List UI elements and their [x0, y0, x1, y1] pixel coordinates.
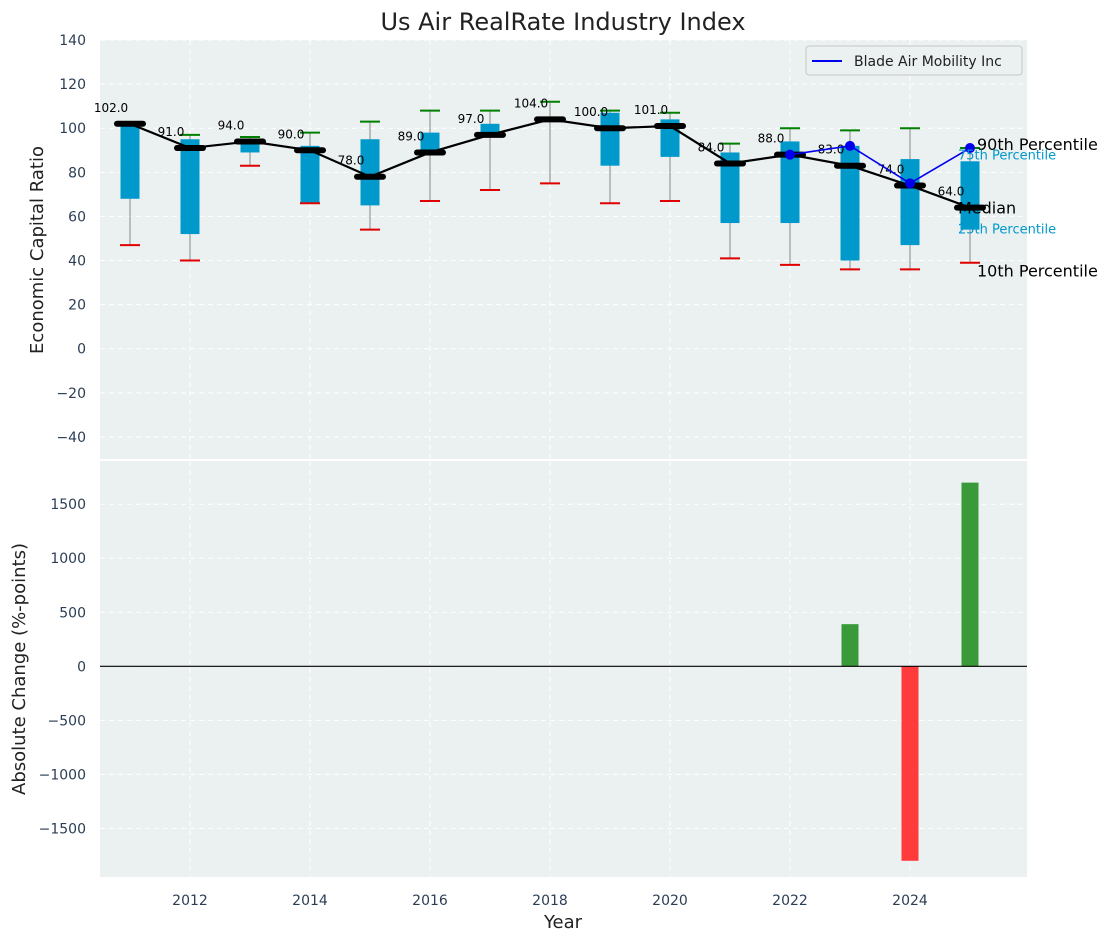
company-series — [785, 140, 975, 189]
x-tick-label: 2024 — [892, 893, 928, 909]
median-data-label: 100.0 — [574, 105, 608, 119]
top-y-tick-label: 100 — [59, 121, 86, 137]
median-data-label: 74.0 — [878, 163, 905, 177]
median-data-label: 94.0 — [218, 118, 245, 132]
box-iqr — [360, 139, 380, 206]
top-panel: −40 −20 0 20 40 60 80 100 120 140 102.0 91.0 94.0 90… — [27, 33, 1098, 459]
box-iqr — [840, 145, 860, 261]
x-tick-label: 2018 — [532, 893, 568, 909]
median-data-label: 89.0 — [398, 129, 425, 143]
box-iqr — [480, 123, 500, 135]
company-point — [905, 178, 915, 189]
bottom-panel-background — [100, 461, 1027, 877]
change-bar — [901, 666, 919, 861]
annotation-p75: 75th Percentile — [958, 148, 1056, 163]
median-data-label: 104.0 — [514, 96, 548, 110]
company-point — [785, 149, 795, 160]
top-panel-background — [100, 40, 1027, 459]
x-axis-label: Year — [543, 912, 583, 933]
median-data-label: 91.0 — [158, 125, 185, 139]
top-y-tick-label: 20 — [68, 298, 86, 314]
median-data-label: 97.0 — [458, 112, 485, 126]
top-y-tick-label: 120 — [59, 77, 86, 93]
bottom-y-tick-label: −1000 — [39, 767, 86, 783]
legend: Blade Air Mobility Inc — [805, 45, 1023, 76]
box-iqr — [780, 141, 800, 224]
median-data-label: 88.0 — [758, 132, 785, 146]
bottom-y-tick-labels: −1500 −1000 −500 0 500 1000 1500 — [39, 497, 86, 837]
median-data-label: 101.0 — [634, 103, 668, 117]
top-y-axis-label: Economic Capital Ratio — [27, 146, 48, 354]
bottom-y-tick-label: 0 — [77, 659, 86, 675]
median-data-label: 84.0 — [698, 140, 725, 154]
bottom-y-tick-label: −1500 — [39, 821, 86, 837]
company-line — [789, 145, 971, 185]
annotation-median: Median — [958, 199, 1016, 218]
median-data-label: 83.0 — [818, 143, 845, 157]
top-y-tick-label: −40 — [56, 430, 86, 446]
bottom-grid — [100, 461, 1027, 877]
annotation-p25: 25th Percentile — [958, 223, 1056, 238]
annotation-p10: 10th Percentile — [977, 262, 1098, 281]
median-data-label: 64.0 — [938, 185, 965, 199]
bottom-y-tick-label: 500 — [59, 605, 86, 621]
bottom-y-axis-label: Absolute Change (%-points) — [9, 543, 30, 795]
x-tick-label: 2022 — [772, 893, 808, 909]
change-bar — [961, 482, 979, 667]
box-iqr — [600, 112, 620, 166]
bottom-y-tick-label: −500 — [48, 713, 86, 729]
change-bars — [841, 482, 979, 861]
company-point — [845, 140, 855, 151]
bottom-y-tick-label: 1000 — [50, 551, 86, 567]
median-series: 102.0 91.0 94.0 90.0 78.0 89.0 97.0 104.0 100.0 1… — [94, 96, 986, 211]
box-series — [120, 100, 980, 271]
chart-title: Us Air RealRate Industry Index — [380, 8, 745, 36]
bottom-y-tick-label: 1500 — [50, 497, 86, 513]
x-tick-label: 2020 — [652, 893, 688, 909]
change-bar — [841, 624, 859, 667]
company-point — [965, 143, 975, 154]
top-y-tick-label: 40 — [68, 254, 86, 270]
top-y-tick-label: 80 — [68, 165, 86, 181]
box-iqr — [720, 152, 740, 224]
box-iqr — [180, 139, 200, 235]
x-tick-labels: 2012 2014 2016 2018 2020 2022 2024 — [172, 893, 928, 909]
top-y-tick-labels: −40 −20 0 20 40 60 80 100 120 140 — [56, 33, 86, 446]
box-iqr — [420, 132, 440, 155]
box-iqr — [120, 123, 140, 199]
legend-box — [805, 45, 1023, 76]
annotation-p90: 90th Percentile — [977, 135, 1098, 154]
median-data-label: 102.0 — [94, 101, 128, 115]
x-tick-label: 2016 — [412, 893, 448, 909]
box-iqr — [300, 145, 320, 204]
top-y-tick-label: 0 — [77, 342, 86, 358]
x-tick-label: 2012 — [172, 893, 208, 909]
top-y-tick-label: 140 — [59, 33, 86, 49]
top-y-tick-label: 60 — [68, 209, 86, 225]
median-data-label: 78.0 — [338, 154, 365, 168]
x-tick-label: 2014 — [292, 893, 328, 909]
legend-label-company: Blade Air Mobility Inc — [854, 54, 1002, 70]
box-iqr — [960, 161, 980, 230]
top-y-tick-label: −20 — [56, 386, 86, 402]
median-data-label: 90.0 — [278, 127, 305, 141]
